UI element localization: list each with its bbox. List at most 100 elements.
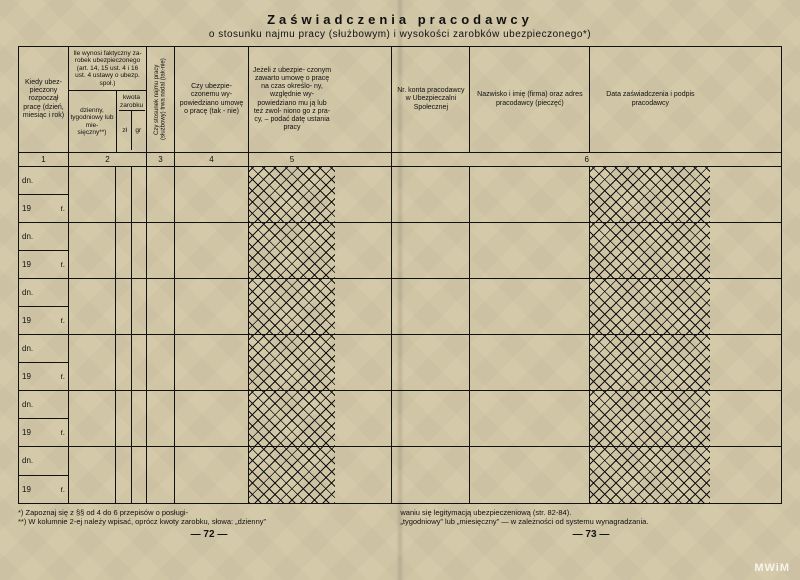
earnings-cell <box>69 223 147 278</box>
ongoing-cell <box>147 335 175 390</box>
zl-cell <box>116 279 132 334</box>
table-row: dn. 19 r. <box>19 223 391 279</box>
period-cell <box>69 447 116 503</box>
footnotes: *) Zapoznaj się z §§ od 4 do 6 przepisów… <box>18 508 782 527</box>
main-title: Zaświadczenia pracodawcy <box>18 12 782 27</box>
hatched-cell <box>590 447 710 503</box>
col2-kwota: kwota zarobku <box>119 93 145 111</box>
table-row: dn.19r. <box>19 335 391 391</box>
year-label: 19r. <box>19 363 68 390</box>
date-cell: dn. 19 r. <box>19 447 69 503</box>
year-label: 19 r. <box>19 195 68 222</box>
terminated-cell <box>175 167 249 222</box>
col2-gr: gr <box>132 111 145 150</box>
left-page: Kiedy ubez- pieczony rozpoczął pracę (dz… <box>19 47 392 503</box>
gr-cell <box>132 391 146 446</box>
col1-header: Kiedy ubez- pieczony rozpoczął pracę (dz… <box>19 47 69 152</box>
page-num-right: — 73 — <box>573 529 610 540</box>
table-row <box>392 279 781 335</box>
r-suffix: r. <box>61 428 68 437</box>
hatched-cell <box>249 447 335 503</box>
account-cell <box>392 335 470 390</box>
year-prefix: 19 <box>22 260 31 269</box>
account-cell <box>392 167 470 222</box>
dn-label: dn. <box>19 447 68 476</box>
hatched-cell <box>249 167 335 222</box>
year-label: 19r. <box>19 307 68 334</box>
period-cell <box>69 391 116 446</box>
table-row <box>392 223 781 279</box>
earnings-cell <box>69 279 147 334</box>
hatched-cell <box>590 335 710 390</box>
year-prefix: 19 <box>22 485 31 494</box>
hatched-cell <box>249 223 335 278</box>
hatched-cell <box>249 335 335 390</box>
table-row: dn. 19 r. <box>19 167 391 223</box>
gr-cell <box>132 167 146 222</box>
gr-cell <box>132 279 146 334</box>
r-suffix: r. <box>61 485 68 494</box>
period-cell <box>69 279 116 334</box>
hatched-cell <box>249 391 335 446</box>
footnote-1a: *) Zapoznaj się z §§ od 4 do 6 przepisów… <box>18 508 188 517</box>
terminated-cell <box>175 223 249 278</box>
gr-cell <box>132 335 146 390</box>
zl-cell <box>116 447 132 503</box>
date-cell: dn. 19 r. <box>19 223 69 278</box>
employer-cell <box>470 223 590 278</box>
terminated-cell <box>175 391 249 446</box>
table-row <box>392 167 781 223</box>
earnings-cell <box>69 447 147 503</box>
col2-header: Ile wynosi faktyczny za- robek ubezpiecz… <box>69 47 147 152</box>
year-prefix: 19 <box>22 372 31 381</box>
year-label: 19 r. <box>19 476 68 504</box>
ongoing-cell <box>147 279 175 334</box>
colnum-4: 4 <box>175 153 249 166</box>
r-suffix: r. <box>61 204 68 213</box>
employer-cell <box>470 335 590 390</box>
year-label: 19r. <box>19 419 68 446</box>
account-cell <box>392 223 470 278</box>
col6c-header: Data zaświadczenia i podpis pracodawcy <box>590 47 710 152</box>
year-prefix: 19 <box>22 316 31 325</box>
table-row <box>392 335 781 391</box>
dn-label: dn. <box>19 391 68 419</box>
colnum-1: 1 <box>19 153 69 166</box>
zl-cell <box>116 391 132 446</box>
gr-cell <box>132 223 146 278</box>
date-cell: dn.19r. <box>19 279 69 334</box>
account-cell <box>392 447 470 503</box>
zl-cell <box>116 335 132 390</box>
year-prefix: 19 <box>22 204 31 213</box>
dn-label: dn. <box>19 335 68 363</box>
earnings-cell <box>69 391 147 446</box>
colnum-5: 5 <box>249 153 335 166</box>
hatched-cell <box>590 167 710 222</box>
subtitle: o stosunku najmu pracy (służbowym) i wys… <box>18 29 782 40</box>
date-cell: dn.19r. <box>19 391 69 446</box>
dn-label: dn. <box>19 223 68 251</box>
col2-header-left: dzienny, tygodniowy lub mie- sięczny**) <box>69 91 117 152</box>
period-cell <box>69 335 116 390</box>
period-cell <box>69 223 116 278</box>
page-numbers: — 72 — — 73 — <box>18 529 782 540</box>
right-page: Nr. konta pracodawcy w Ubezpieczalni Spo… <box>392 47 781 503</box>
col2-zl: zł <box>119 111 133 150</box>
dn-label: dn. <box>19 279 68 307</box>
colnum-2: 2 <box>69 153 147 166</box>
date-cell: dn.19r. <box>19 335 69 390</box>
r-suffix: r. <box>61 260 68 269</box>
hatched-cell <box>590 279 710 334</box>
hatched-cell <box>590 391 710 446</box>
table-row <box>392 391 781 447</box>
zl-cell <box>116 167 132 222</box>
earnings-cell <box>69 335 147 390</box>
col5-header: Jeżeli z ubezpie- czonym zawarto umowę o… <box>249 47 335 152</box>
dn-label: dn. <box>19 167 68 195</box>
employer-cell <box>470 447 590 503</box>
footnote-2b: „tygodniowy” lub „miesięczny” — w zależn… <box>400 517 648 526</box>
employer-cell <box>470 391 590 446</box>
employer-cell <box>470 279 590 334</box>
col6b-header: Nazwisko i imię (firma) oraz adres praco… <box>470 47 590 152</box>
account-cell <box>392 279 470 334</box>
